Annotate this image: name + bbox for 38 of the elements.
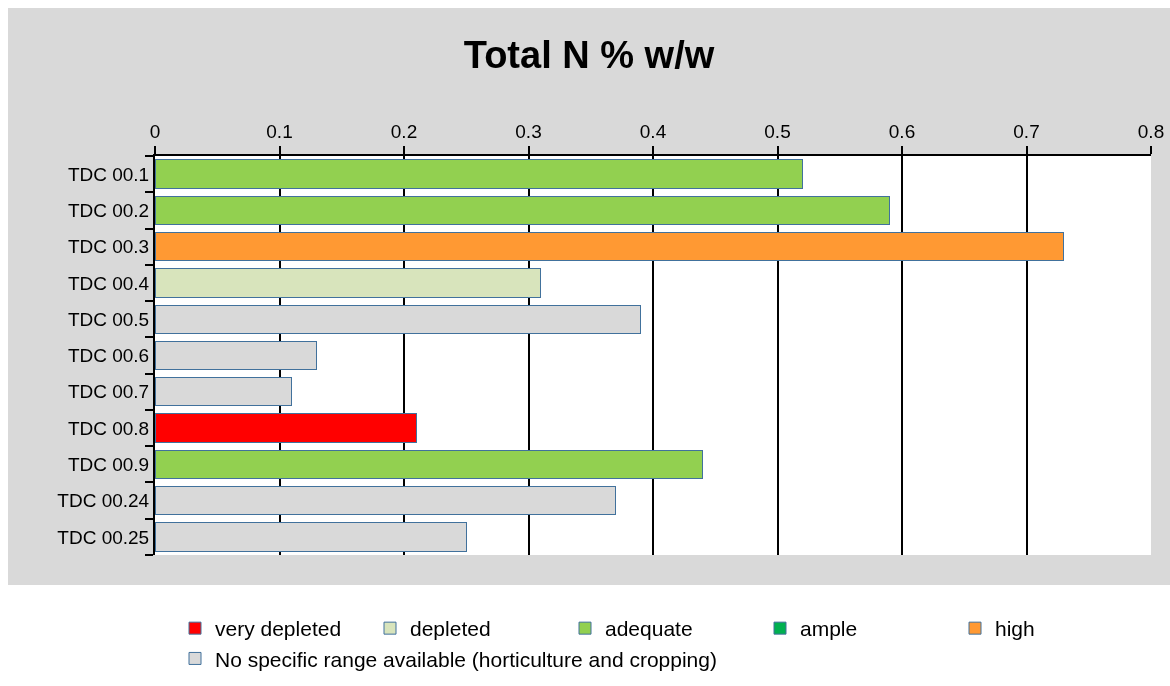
bar — [155, 485, 617, 516]
legend-label: high — [995, 617, 1035, 641]
y-tick-label: TDC 00.7 — [67, 381, 150, 403]
y-tick-label: TDC 00.25 — [57, 526, 150, 548]
x-tick-label: 0 — [149, 121, 161, 143]
y-tick-label: TDC 00.4 — [67, 272, 150, 294]
y-tick-label: TDC 00.1 — [67, 163, 150, 185]
y-tick-label: TDC 00.8 — [67, 417, 150, 439]
y-tick-label: TDC 00.9 — [67, 453, 150, 475]
bar — [155, 377, 293, 407]
bar — [155, 159, 803, 189]
x-tick-label: 0.2 — [390, 121, 418, 143]
y-tick-label: TDC 00.2 — [67, 200, 150, 222]
bar — [155, 522, 467, 552]
bar — [155, 304, 642, 334]
bar — [155, 449, 704, 479]
bar — [155, 232, 1065, 262]
x-tick-label: 0.4 — [639, 121, 667, 143]
bar — [155, 413, 417, 443]
x-tick-label: 0.8 — [1137, 121, 1165, 143]
x-tick-label: 0.5 — [764, 121, 791, 143]
chart-title: Total N % w/w — [463, 34, 715, 77]
legend-label: adequate — [605, 617, 693, 641]
x-tick-label: 0.7 — [1013, 121, 1040, 143]
y-tick-label: TDC 00.5 — [67, 308, 150, 330]
legend-label: ample — [800, 617, 858, 641]
legend-label: depleted — [410, 617, 491, 641]
y-tick-label: TDC 00.6 — [67, 345, 150, 367]
x-tick-label: 0.6 — [888, 121, 916, 143]
bar — [155, 268, 542, 298]
x-tick-label: 0.3 — [515, 121, 542, 143]
legend-label: very depleted — [215, 617, 342, 641]
y-tick-label: TDC 00.24 — [57, 490, 150, 512]
bar — [155, 195, 891, 226]
bar — [155, 340, 318, 371]
x-tick-label: 0.1 — [266, 121, 293, 143]
legend-label: No specific range available (horticulture and cropping) — [215, 647, 717, 671]
y-tick-label: TDC 00.3 — [67, 236, 150, 258]
